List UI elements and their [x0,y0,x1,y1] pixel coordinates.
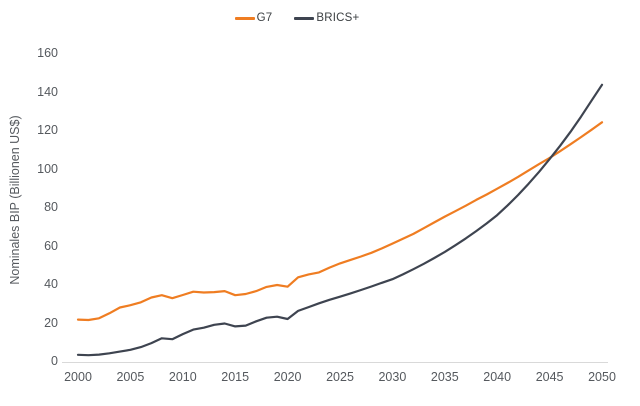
series-line-g7 [76,121,604,322]
legend-item-g7: G7 [234,12,273,24]
y-tick-label: 140 [37,84,58,99]
x-axis-line [62,362,608,363]
legend-label-brics: BRICS+ [316,12,360,24]
x-tick-label: 2025 [326,370,354,384]
x-tick-label: 2020 [273,370,302,384]
legend-label-g7: G7 [256,12,273,24]
x-tick-label: 2040 [483,370,512,384]
legend-swatch-brics-icon [294,16,315,20]
legend-swatch-g7-icon [234,16,255,20]
y-tick-label: 60 [44,238,58,253]
x-tick-label: 2035 [430,370,459,384]
legend: G7 BRICS+ [0,10,640,26]
y-tick-label: 100 [37,161,58,176]
legend-item-brics: BRICS+ [294,12,359,24]
y-tick-label: 20 [44,315,58,330]
y-tick-label: 120 [37,123,58,137]
series-line-brics [76,83,604,357]
y-tick-label: 0 [51,354,58,368]
x-tick-label: 2045 [535,370,564,384]
x-tick-label: 2010 [168,370,197,384]
x-tick-label: 2000 [64,370,92,384]
x-tick-label: 2030 [378,370,407,384]
y-tick-label: 160 [37,46,58,60]
y-tick-label: 40 [44,277,58,291]
x-tick-label: 2015 [221,370,250,384]
x-tick-label: 2005 [116,370,145,384]
y-tick-label: 80 [44,200,58,214]
x-tick-label: 2050 [588,370,616,384]
